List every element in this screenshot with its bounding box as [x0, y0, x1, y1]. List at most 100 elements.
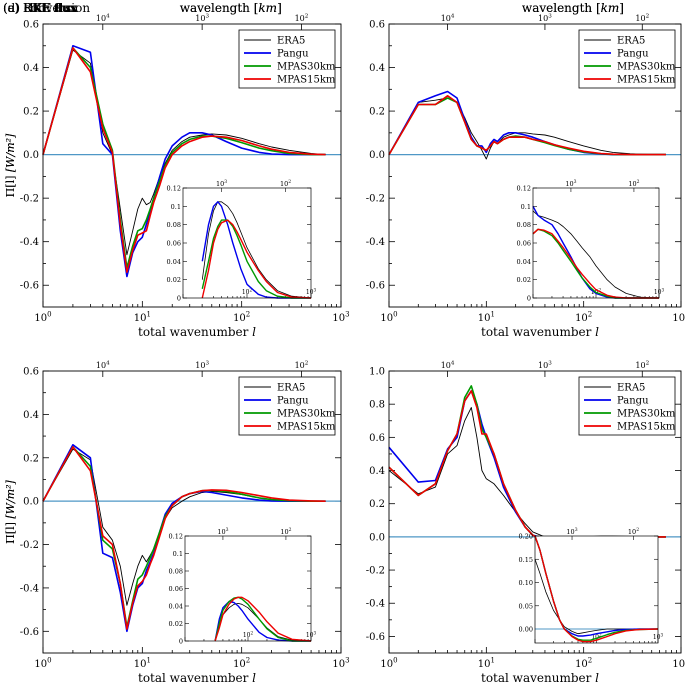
top-axis-label: wavelength [km]: [180, 1, 282, 15]
series-line-MPAS15km: [42, 47, 326, 274]
inset-y-tick-label: 0.1: [171, 203, 181, 211]
inset-bg: [533, 188, 659, 298]
legend-label: MPAS30km: [277, 62, 336, 73]
inset-top-tick-label: 102: [280, 179, 291, 188]
x-tick-label: 100: [34, 311, 51, 325]
top-tick-label: 103: [538, 13, 552, 23]
inset-frame: [532, 187, 660, 299]
top-axis-label: wavelength [km]: [522, 1, 624, 15]
y-tick-label: -0.6: [366, 281, 385, 292]
inset-y-tick-label: 0.1: [521, 203, 531, 211]
inset-x-tick-label: 103: [306, 287, 317, 296]
series-line-ERA5: [388, 97, 666, 160]
y-tick-label: 0.0: [369, 150, 385, 161]
y-tick-label: 0.2: [369, 499, 385, 510]
legend-label: MPAS30km: [617, 62, 676, 73]
y-tick-label: -0.2: [20, 540, 39, 551]
inset-y-tick-label: 0.05: [519, 602, 533, 610]
inset-y-tick-label: 0.15: [519, 556, 533, 564]
x-tick-label: 103: [332, 657, 349, 671]
inset-bg: [185, 536, 311, 641]
y-tick-label: -0.4: [20, 237, 39, 248]
inset-y-tick-label: 0.06: [167, 240, 181, 248]
top-tick-label: 102: [295, 13, 309, 23]
y-axis-label: Π[l] [W/m²]: [4, 479, 17, 543]
x-tick-label: 101: [134, 657, 151, 671]
y-tick-label: -0.6: [20, 627, 39, 638]
inset-series-line-MPAS15km: [201, 219, 312, 299]
panel-title: (a) HKE flux: [3, 1, 78, 15]
top-tick-label: 102: [635, 360, 649, 370]
inset-series-line-MPAS15km: [534, 535, 659, 643]
panel-title: (c) RKE flux: [3, 1, 76, 15]
top-tick-label: 103: [195, 360, 209, 370]
y-axis-label: Π[l] [W/m²]: [4, 479, 17, 543]
legend-label: MPAS15km: [617, 422, 676, 433]
x-axis-label: total wavenumber l: [138, 325, 256, 339]
inset-top-tick-label: 103: [566, 527, 577, 536]
y-tick-label: 0.6: [23, 367, 39, 378]
legend-label: Pangu: [617, 396, 649, 407]
legend: ERA5 Pangu MPAS30km MPAS15km: [238, 376, 336, 436]
inset-series-line-MPAS30km: [201, 219, 311, 299]
y-tick-label: -0.2: [366, 194, 385, 205]
y-axis-label: Π[l] [W/m²]: [4, 133, 17, 197]
legend: ERA5 Pangu MPAS30km MPAS15km: [578, 376, 676, 436]
y-tick-label: -0.4: [20, 583, 39, 594]
panel-2: 100 101 102 103 0.6 0.4 0.2 0.0 -0.2 -0.4 -0.6 104 1…: [3, 1, 350, 682]
x-tick-label: 100: [34, 657, 51, 671]
inset-series-line-MPAS15km: [214, 596, 312, 642]
x-tick-label: 101: [478, 657, 495, 671]
y-tick-label: 0.4: [23, 63, 39, 74]
x-tick-label: 103: [332, 311, 349, 325]
series-line-MPAS15km: [388, 95, 666, 156]
panel-title: (a) DKE flux: [3, 1, 77, 15]
inset-y-tick-label: 0.04: [517, 258, 531, 266]
inset-y-tick-label: 0.02: [167, 276, 181, 284]
legend-label: ERA5: [277, 36, 305, 47]
top-tick-label: 102: [295, 360, 309, 370]
x-axis-label: total wavenumber l: [138, 671, 256, 682]
top-axis-label: wavelength [km]: [180, 1, 282, 15]
inset-x-tick-label: 103: [306, 630, 317, 639]
top-tick-label: 104: [441, 13, 455, 23]
y-tick-label: 0.0: [23, 150, 39, 161]
y-tick-label: 0.6: [369, 433, 385, 444]
legend-label: MPAS15km: [277, 75, 336, 86]
y-tick-label: 0.2: [369, 107, 385, 118]
series-line-MPAS30km: [388, 97, 666, 156]
legend-label: ERA5: [277, 383, 305, 394]
inset-series-line-MPAS30km: [214, 596, 311, 642]
inset-frame: [182, 187, 312, 299]
x-tick-label: 103: [672, 657, 685, 671]
inset-y-tick-label: 0.12: [169, 533, 183, 541]
legend-label: MPAS30km: [617, 409, 676, 420]
x-tick-label: 102: [575, 657, 592, 671]
panel-title: (d) conversion: [3, 1, 90, 15]
inset-top-tick-label: 102: [628, 179, 639, 188]
y-tick-label: -0.6: [20, 281, 39, 292]
y-tick-label: -0.2: [20, 194, 39, 205]
top-tick-label: 102: [635, 13, 649, 23]
x-tick-label: 102: [233, 311, 250, 325]
inset-y-tick-label: 0.10: [519, 579, 533, 587]
inset-x-tick-label: 102: [243, 630, 254, 639]
y-tick-label: 0.4: [23, 410, 39, 421]
inset-y-tick-label: 0.02: [169, 620, 183, 628]
y-tick-label: -0.2: [366, 566, 385, 577]
y-tick-label: 0.6: [23, 20, 39, 31]
y-tick-label: -0.4: [366, 599, 385, 610]
inset-x-tick-label: 102: [591, 632, 602, 641]
plot-frame: [388, 23, 682, 308]
panel-1: 100 101 102 103 0.6 0.4 0.2 0.0 -0.2 -0.4 -0.6 104 1…: [3, 1, 685, 339]
legend-label: Pangu: [617, 49, 649, 60]
y-tick-label: 0.4: [369, 466, 385, 477]
inset-y-tick-label: 0.04: [167, 258, 181, 266]
x-tick-label: 102: [575, 311, 592, 325]
inset-y-tick-label: 0.12: [167, 185, 181, 193]
inset-bg: [183, 188, 311, 298]
